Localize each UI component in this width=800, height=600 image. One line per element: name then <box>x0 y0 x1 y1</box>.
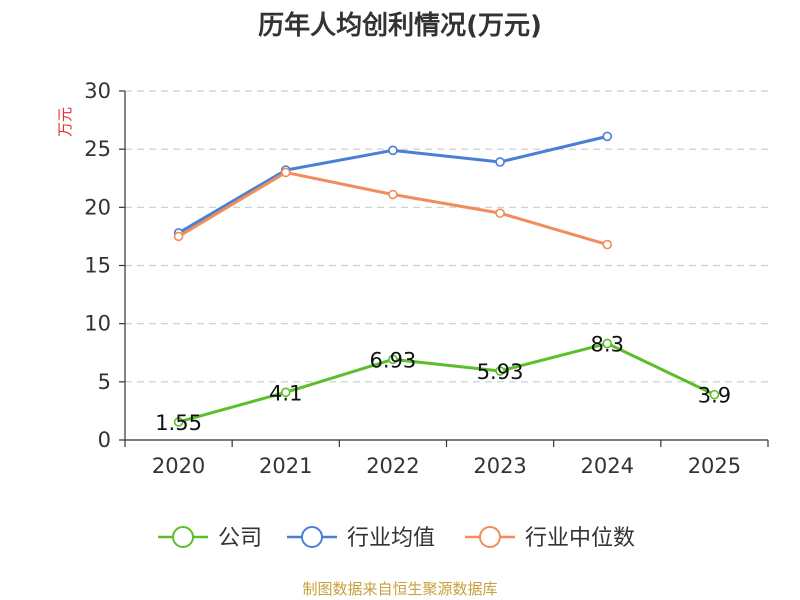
x-tick-label: 2025 <box>688 454 741 478</box>
legend-item-2[interactable]: 行业中位数 <box>465 526 635 551</box>
y-axis-unit-label: 万元 <box>56 107 74 137</box>
y-tick-label: 25 <box>84 137 111 161</box>
data-label: 5.93 <box>477 360 524 384</box>
series-line <box>178 341 716 424</box>
data-point[interactable] <box>495 157 505 167</box>
y-tick-label: 20 <box>84 195 111 219</box>
data-point[interactable] <box>173 417 184 427</box>
data-label: 6.93 <box>370 348 417 372</box>
legend-marker <box>301 526 323 548</box>
data-point[interactable] <box>280 387 291 398</box>
x-tick-label: 2020 <box>152 454 205 478</box>
series-2 <box>173 167 613 250</box>
legend-item-0[interactable]: 公司 <box>158 526 262 551</box>
y-tick-label: 15 <box>84 254 111 278</box>
data-point[interactable] <box>280 167 291 178</box>
series-1 <box>173 131 613 238</box>
legend-marker <box>172 526 194 548</box>
y-tick-label: 5 <box>98 370 111 394</box>
data-label: 1.55 <box>155 411 202 435</box>
y-tick-label: 0 <box>98 428 111 452</box>
data-point[interactable] <box>495 366 505 376</box>
data-point[interactable] <box>602 338 613 349</box>
x-tick-labels: 2020 2021 2022 2023 2024 2025 <box>152 454 741 478</box>
x-tick-label: 2021 <box>259 454 312 478</box>
data-label: 3.9 <box>698 384 731 408</box>
data-point[interactable] <box>709 389 720 400</box>
series-group <box>173 131 720 427</box>
axes <box>119 90 769 447</box>
y-tick-label: 30 <box>84 79 111 103</box>
legend-item-1[interactable]: 行业均值 <box>287 526 435 551</box>
data-point[interactable] <box>388 354 398 365</box>
y-tick-labels: 0 5 10 15 20 25 30 <box>84 79 111 452</box>
data-point[interactable] <box>388 145 398 156</box>
chart-title: 历年人均创利情况(万元) <box>258 10 542 41</box>
data-label: 8.3 <box>591 332 624 356</box>
data-point[interactable] <box>602 239 613 250</box>
data-label: 4.1 <box>269 381 302 405</box>
data-point[interactable] <box>388 189 398 200</box>
legend-marker <box>479 526 501 548</box>
legend-label: 公司 <box>218 526 262 551</box>
x-tick-label: 2022 <box>366 454 419 478</box>
x-tick-label: 2024 <box>581 454 634 478</box>
data-point[interactable] <box>602 131 613 142</box>
data-point[interactable] <box>173 231 184 242</box>
legend-label: 行业中位数 <box>525 526 635 551</box>
x-tick-label: 2023 <box>473 454 526 478</box>
data-point[interactable] <box>495 208 505 218</box>
source-note: 制图数据来自恒生聚源数据库 <box>302 580 497 598</box>
series-0 <box>173 338 720 427</box>
legend[interactable]: 公司 行业均值 行业中位数 <box>158 526 635 551</box>
data-labels: 1.55 4.1 6.93 5.93 8.3 3.9 <box>155 332 731 435</box>
grid-lines <box>125 90 768 383</box>
legend-label: 行业均值 <box>347 526 435 551</box>
series-line <box>177 170 608 246</box>
y-tick-label: 10 <box>84 312 111 336</box>
